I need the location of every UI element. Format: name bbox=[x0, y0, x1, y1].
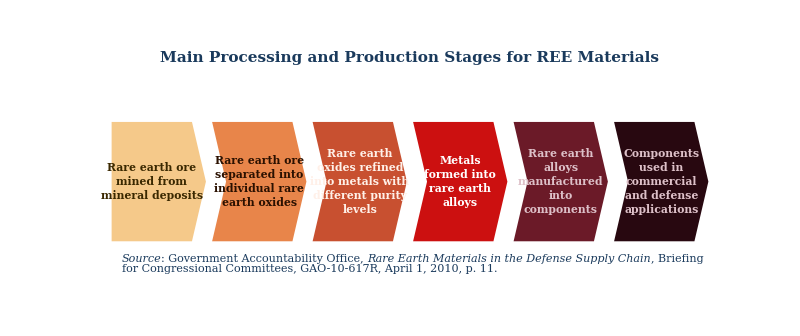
Polygon shape bbox=[112, 122, 206, 241]
Text: Rare Earth Materials in the Defense Supply Chain: Rare Earth Materials in the Defense Supp… bbox=[367, 254, 651, 264]
Text: Rare earth
alloys
manufactured
into
components: Rare earth alloys manufactured into comp… bbox=[518, 148, 603, 215]
Polygon shape bbox=[413, 122, 507, 241]
Text: Metals
formed into
rare earth
alloys: Metals formed into rare earth alloys bbox=[424, 155, 496, 208]
Text: : Government Accountability Office,: : Government Accountability Office, bbox=[162, 254, 367, 264]
Text: Rare earth ore
mined from
mineral deposits: Rare earth ore mined from mineral deposi… bbox=[101, 162, 203, 201]
Polygon shape bbox=[313, 122, 407, 241]
Text: Rare earth ore
separated into
individual rare
earth oxides: Rare earth ore separated into individual… bbox=[214, 155, 304, 208]
Polygon shape bbox=[212, 122, 306, 241]
Polygon shape bbox=[514, 122, 608, 241]
Text: for Congressional Committees, GAO-10-617R, April 1, 2010, p. 11.: for Congressional Committees, GAO-10-617… bbox=[122, 264, 498, 275]
Text: Main Processing and Production Stages for REE Materials: Main Processing and Production Stages fo… bbox=[161, 51, 659, 65]
Text: Components
used in
commercial
and defense
applications: Components used in commercial and defens… bbox=[623, 148, 699, 215]
Text: Rare earth
oxides refined
into metals with
different purity
levels: Rare earth oxides refined into metals wi… bbox=[310, 148, 410, 215]
Polygon shape bbox=[614, 122, 708, 241]
Text: Source: Source bbox=[122, 254, 162, 264]
Text: , Briefing: , Briefing bbox=[651, 254, 704, 264]
